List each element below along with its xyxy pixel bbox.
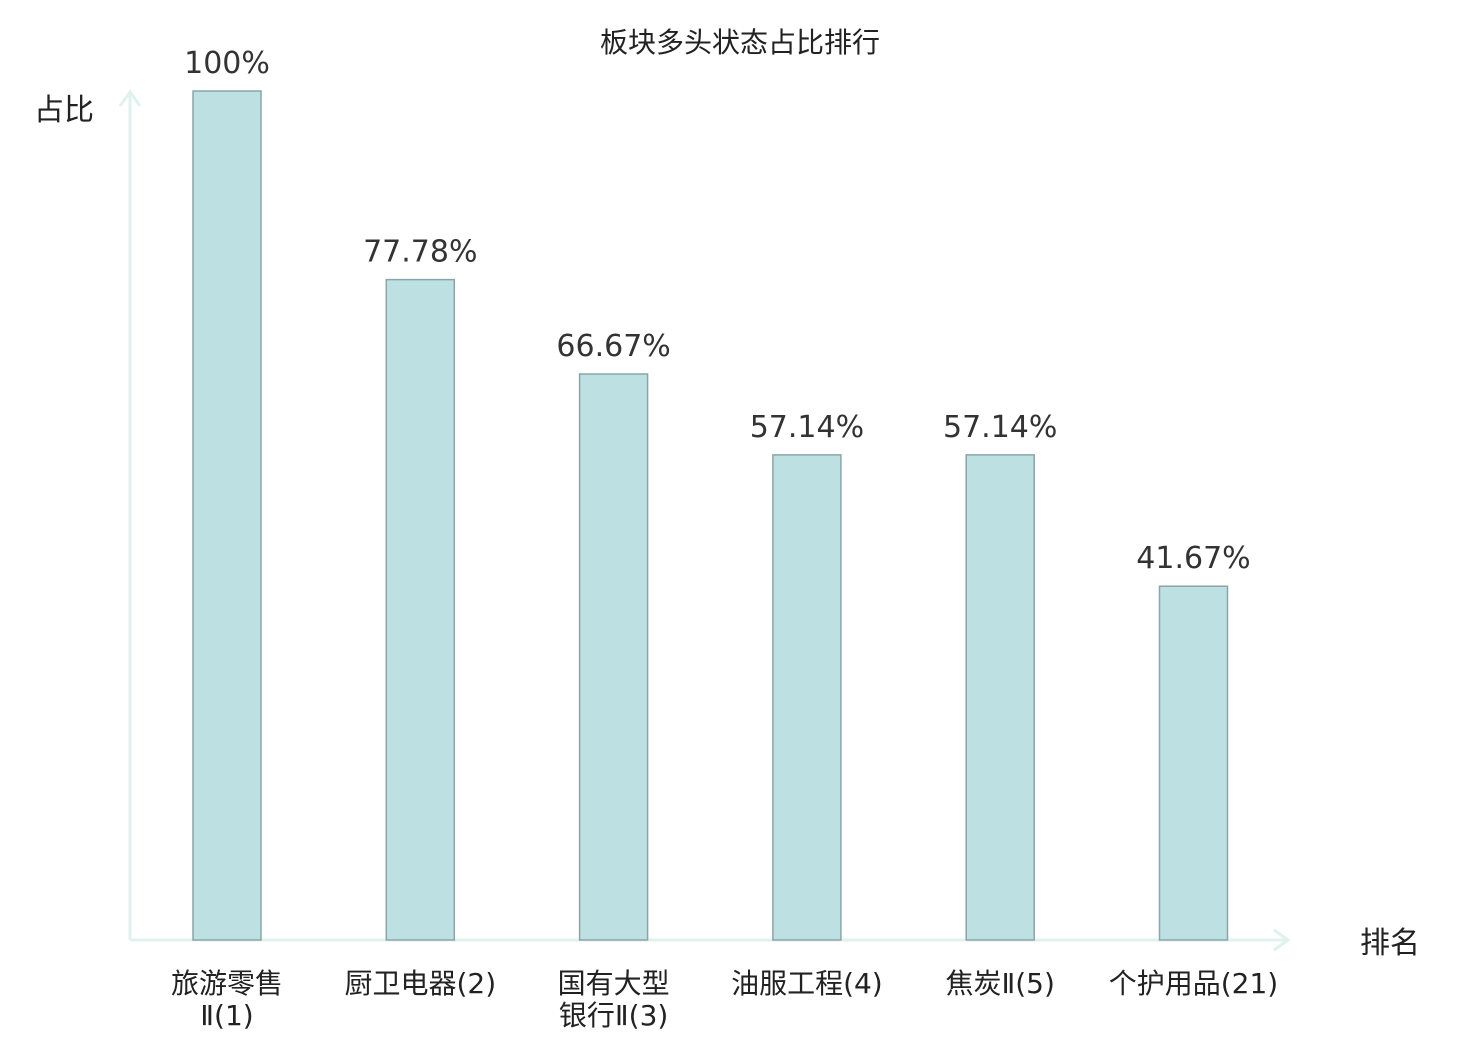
category-label-1-line-1: 旅游零售 bbox=[171, 967, 283, 1000]
category-label-4: 油服工程(4) bbox=[731, 967, 883, 1000]
x-axis bbox=[130, 928, 1291, 952]
chart-title: 板块多头状态占比排行 bbox=[600, 26, 880, 59]
y-axis bbox=[118, 89, 142, 940]
bar-6 bbox=[1158, 585, 1229, 941]
y-axis-label: 占比 bbox=[34, 93, 94, 128]
category-label-3-line-2: 银行Ⅱ(3) bbox=[559, 999, 668, 1032]
value-label-1: 100% bbox=[184, 46, 270, 81]
bar-4 bbox=[772, 454, 842, 941]
category-label-1-line-2: Ⅱ(1) bbox=[200, 999, 253, 1032]
value-label-6: 41.67% bbox=[1136, 541, 1250, 576]
bars bbox=[192, 90, 1229, 941]
value-label-5: 57.14% bbox=[943, 410, 1057, 445]
value-label-2: 77.78% bbox=[363, 235, 477, 270]
bar-2 bbox=[385, 278, 456, 941]
bar-5 bbox=[965, 454, 1035, 941]
y-axis-arrow-icon bbox=[118, 89, 142, 107]
bar-3 bbox=[578, 373, 649, 941]
value-label-3: 66.67% bbox=[556, 329, 670, 364]
category-label-5: 焦炭Ⅱ(5) bbox=[945, 967, 1054, 1000]
category-label-6: 个护用品(21) bbox=[1109, 967, 1278, 1000]
value-labels: 100% 77.78% 66.67% 57.14% 57.14% 41.67% bbox=[184, 46, 1251, 576]
value-label-4: 57.14% bbox=[750, 410, 864, 445]
bar-1 bbox=[192, 90, 262, 941]
category-label-2: 厨卫电器(2) bbox=[344, 967, 496, 1000]
x-axis-label: 排名 bbox=[1360, 926, 1420, 961]
category-label-3-line-1: 国有大型 bbox=[558, 967, 670, 1000]
x-axis-arrow-icon bbox=[1273, 928, 1291, 952]
